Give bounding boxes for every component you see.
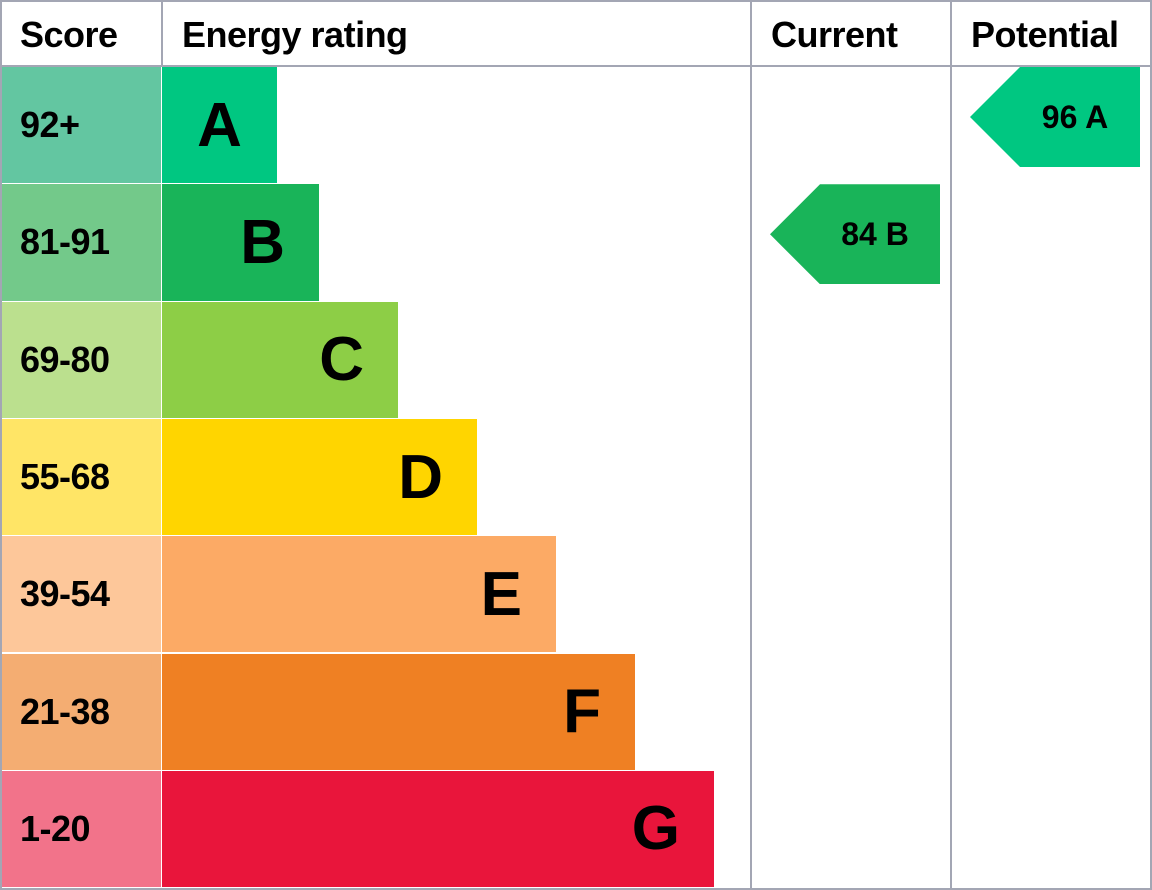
potential-rating-label: 96 A: [1041, 98, 1109, 135]
band-bar-g: G: [162, 770, 714, 888]
score-range-c: 69-80: [2, 301, 161, 418]
header-potential: Potential: [971, 14, 1119, 55]
border: [161, 0, 163, 66]
border: [950, 0, 952, 890]
border: [0, 0, 2, 890]
border: [0, 888, 1152, 890]
score-range-a: 92+: [2, 67, 161, 184]
current-rating-arrow: 84 B: [770, 184, 940, 285]
current-rating-label: 84 B: [841, 215, 909, 252]
band-bar-d: D: [162, 418, 477, 536]
score-range-d: 55-68: [2, 418, 161, 536]
header-score: Score: [20, 14, 118, 55]
border: [0, 0, 1152, 2]
border: [750, 0, 752, 890]
border: [0, 65, 1152, 67]
score-range-g: 1-20: [2, 770, 161, 888]
band-bar-e: E: [162, 536, 556, 653]
potential-rating-arrow: 96 A: [970, 67, 1140, 167]
band-bar-f: F: [162, 653, 635, 770]
band-bar-c: C: [162, 301, 398, 418]
border: [1150, 0, 1152, 890]
band-bar-b: B: [162, 184, 319, 301]
score-range-b: 81-91: [2, 184, 161, 301]
score-range-e: 39-54: [2, 536, 161, 653]
band-bar-a: A: [162, 67, 277, 184]
score-range-f: 21-38: [2, 653, 161, 770]
header-energy-rating: Energy rating: [182, 14, 408, 55]
header-current: Current: [771, 14, 898, 55]
